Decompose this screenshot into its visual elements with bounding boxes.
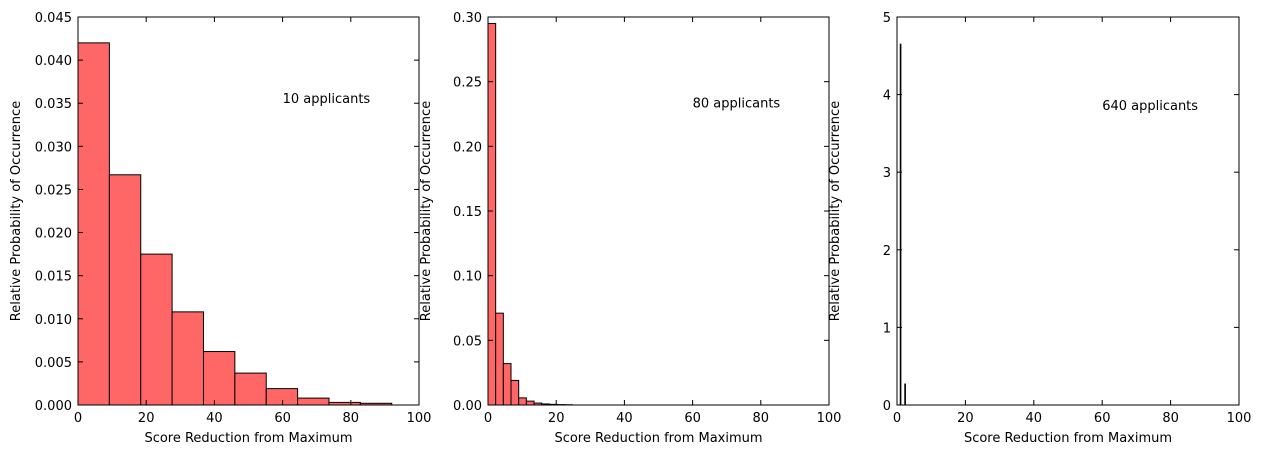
annotation-640: 640 applicants xyxy=(1102,99,1198,114)
bar-80-1 xyxy=(495,312,504,406)
y-tick-label-10-0.030: 0.030 xyxy=(35,140,72,155)
bar-10-3 xyxy=(171,311,204,406)
y-tick-label-10-0.010: 0.010 xyxy=(35,313,72,328)
bar-80-4 xyxy=(518,397,527,406)
y-axis-label-640: Relative Probability of Occurrence xyxy=(828,101,843,321)
x-tick-label-10-80: 80 xyxy=(343,411,360,426)
axes-frame-640 xyxy=(896,16,1240,406)
bar-10-0 xyxy=(77,42,110,406)
y-tick-label-80-0.30: 0.30 xyxy=(453,11,482,26)
x-axis-label-80: Score Reduction from Maximum xyxy=(554,431,762,446)
bar-10-6 xyxy=(265,388,299,406)
x-tick-label-80-80: 80 xyxy=(753,411,770,426)
x-tick-label-80-60: 60 xyxy=(684,411,701,426)
x-tick-label-640-80: 80 xyxy=(1162,411,1179,426)
bar-640-5 xyxy=(899,43,902,406)
annotation-80: 80 applicants xyxy=(693,97,781,112)
histogram-10-applicants: 0 20 40 60 80 100 0.000 0.005 0.010 0.015 0.020 0.0… xyxy=(9,11,431,446)
bar-80-5 xyxy=(525,400,535,406)
x-tick-label-640-0: 0 xyxy=(893,411,901,426)
y-tick-label-10-0.015: 0.015 xyxy=(35,270,72,285)
y-tick-label-10-0.000: 0.000 xyxy=(35,399,72,414)
y-tick-label-640-3: 3 xyxy=(883,166,891,181)
bar-10-5 xyxy=(234,372,267,406)
y-tick-label-10-0.035: 0.035 xyxy=(35,97,72,112)
bar-640-12 xyxy=(904,383,906,406)
y-tick-label-640-0: 0 xyxy=(883,399,891,414)
y-axis-label-10: Relative Probability of Occurrence xyxy=(9,101,24,321)
x-tick-label-10-60: 60 xyxy=(274,411,291,426)
x-tick-label-10-0: 0 xyxy=(74,411,82,426)
axes-frame-10 xyxy=(77,16,420,406)
bar-80-0 xyxy=(487,22,497,406)
x-tick-label-10-40: 40 xyxy=(206,411,223,426)
bar-80-3 xyxy=(510,379,520,406)
annotation-10: 10 applicants xyxy=(283,92,371,107)
x-tick-label-10-20: 20 xyxy=(138,411,155,426)
y-tick-label-80-0.00: 0.00 xyxy=(453,399,482,414)
y-tick-label-10-0.025: 0.025 xyxy=(35,183,72,198)
x-tick-label-640-20: 20 xyxy=(957,411,974,426)
y-tick-label-80-0.20: 0.20 xyxy=(453,140,482,155)
x-axis-label-10: Score Reduction from Maximum xyxy=(144,431,352,446)
histogram-640-applicants: 0 20 40 60 80 100 0 1 2 3 4 5 Score Reduction from M… xyxy=(828,11,1251,446)
y-tick-label-80-0.10: 0.10 xyxy=(453,270,482,285)
x-tick-label-640-100: 100 xyxy=(1227,411,1252,426)
x-tick-label-80-0: 0 xyxy=(484,411,492,426)
x-tick-label-640-40: 40 xyxy=(1026,411,1043,426)
y-tick-label-640-4: 4 xyxy=(883,89,891,104)
x-tick-label-10-100: 100 xyxy=(407,411,432,426)
y-axis-label-80: Relative Probability of Occurrence xyxy=(419,101,434,321)
y-tick-label-640-5: 5 xyxy=(883,11,891,26)
y-tick-label-80-0.15: 0.15 xyxy=(453,205,482,220)
axes-frame-80 xyxy=(487,16,830,406)
histogram-80-applicants: 0 20 40 60 80 100 0.00 0.05 0.10 0.15 0.20 0.25 0.30… xyxy=(419,11,841,446)
x-tick-label-80-100: 100 xyxy=(817,411,842,426)
y-tick-label-80-0.25: 0.25 xyxy=(453,76,482,91)
x-tick-label-80-40: 40 xyxy=(616,411,633,426)
y-tick-label-10-0.040: 0.040 xyxy=(35,54,72,69)
bar-80-2 xyxy=(502,363,512,406)
bar-10-7 xyxy=(297,397,330,406)
bar-10-1 xyxy=(108,174,142,406)
x-tick-label-80-20: 20 xyxy=(548,411,565,426)
y-tick-label-10-0.005: 0.005 xyxy=(35,356,72,371)
y-tick-label-10-0.020: 0.020 xyxy=(35,227,72,242)
y-tick-label-80-0.05: 0.05 xyxy=(453,334,482,349)
y-tick-label-10-0.045: 0.045 xyxy=(35,11,72,26)
x-tick-label-640-60: 60 xyxy=(1094,411,1111,426)
y-tick-label-640-2: 2 xyxy=(883,244,891,259)
x-axis-label-640: Score Reduction from Maximum xyxy=(964,431,1172,446)
y-tick-label-640-1: 1 xyxy=(883,321,891,336)
bar-10-4 xyxy=(202,351,236,406)
bar-10-2 xyxy=(140,253,173,406)
